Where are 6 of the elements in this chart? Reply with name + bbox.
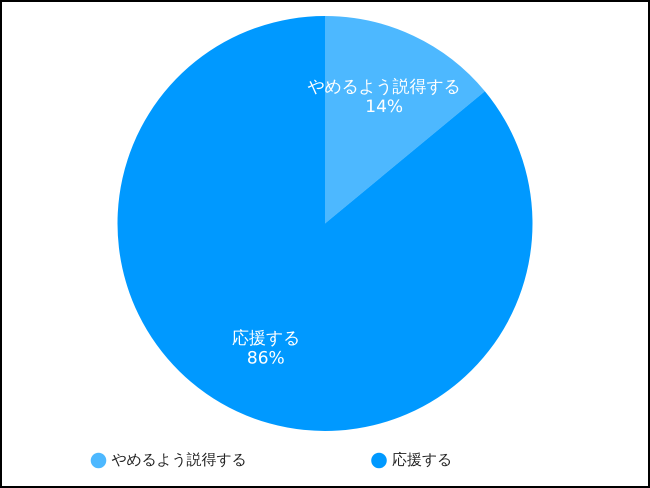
slice-label: やめるよう説得する xyxy=(308,77,461,98)
data-label: 86% xyxy=(246,348,285,369)
data-label: 14% xyxy=(365,97,404,118)
legend-label: やめるよう説得する xyxy=(112,450,352,468)
slice-label: 応援する xyxy=(232,328,300,349)
legend-label: 応援する xyxy=(392,450,557,468)
